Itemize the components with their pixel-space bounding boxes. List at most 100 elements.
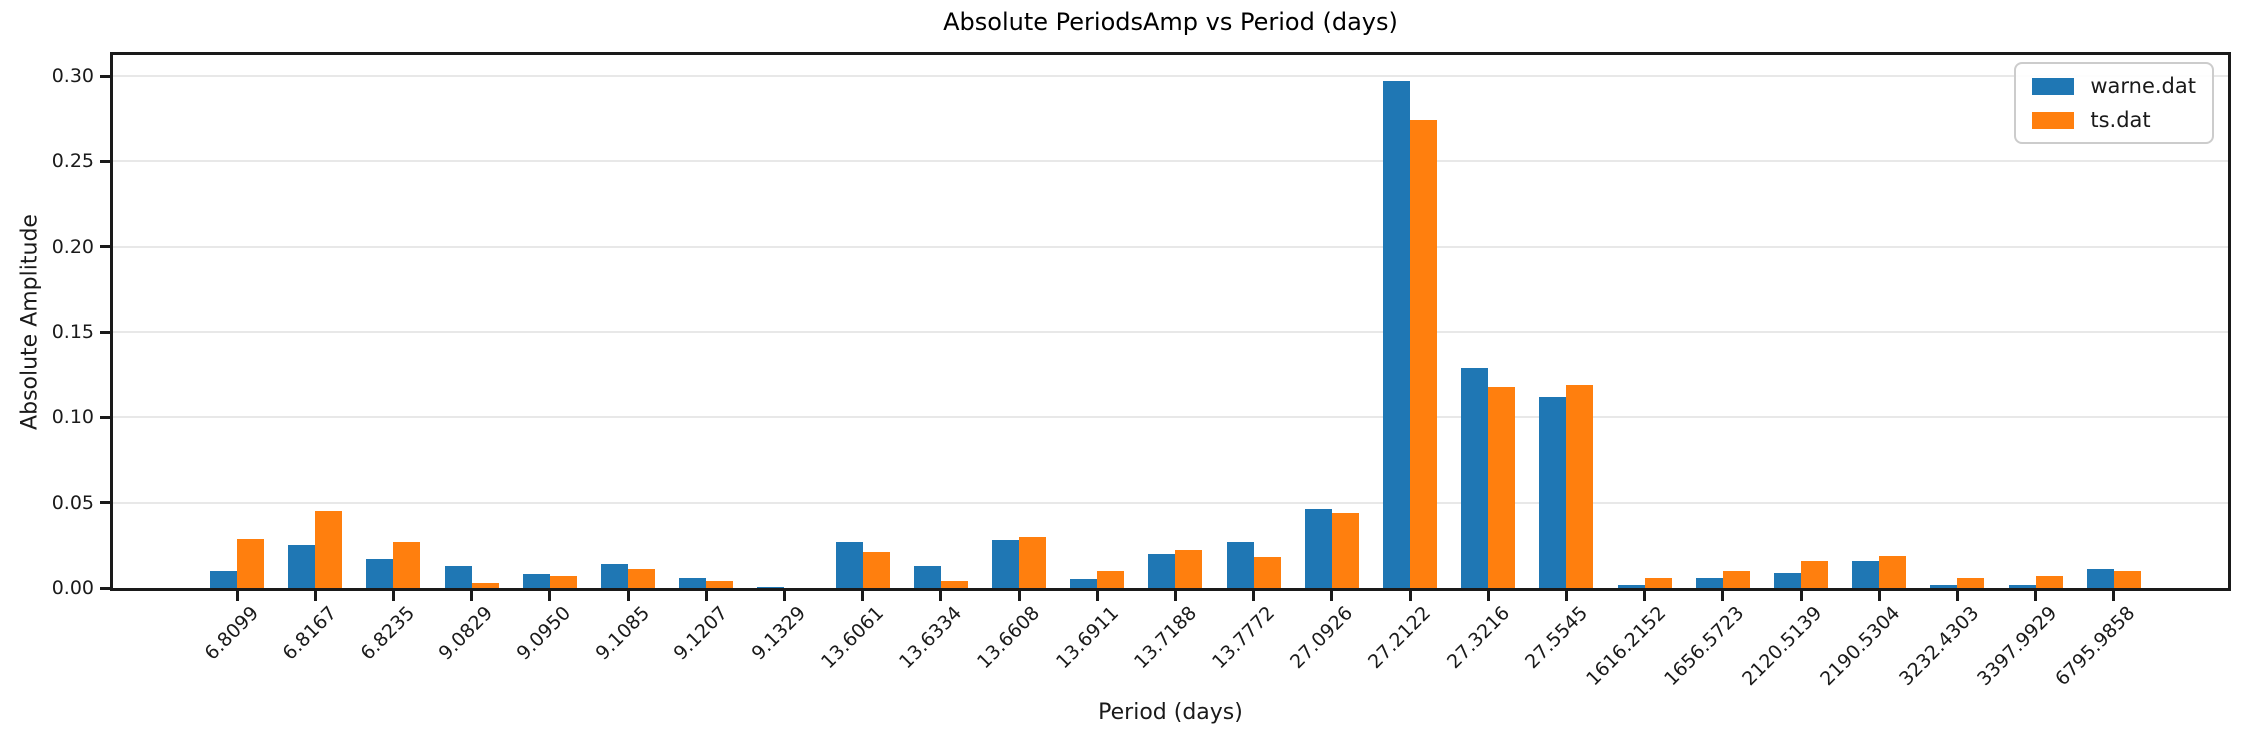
x-tick-label: 13.6061 <box>817 602 889 674</box>
bar <box>1617 585 1645 588</box>
grid-line <box>113 416 2228 419</box>
y-tick <box>100 74 110 78</box>
y-tick-label: 0.05 <box>51 491 94 514</box>
grid-line <box>113 160 2228 163</box>
bar <box>1930 585 1958 588</box>
x-tick <box>470 591 474 601</box>
x-tick-label: 9.1207 <box>669 602 732 665</box>
legend-label-ts: ts.dat <box>2090 108 2151 132</box>
bar <box>237 539 264 588</box>
y-tick-label: 0.10 <box>51 406 94 429</box>
legend-swatch-warne <box>2032 77 2075 95</box>
y-tick <box>100 330 110 334</box>
grid-line <box>113 245 2228 248</box>
x-axis-label: Period (days) <box>1098 700 1243 725</box>
bar <box>992 540 1019 588</box>
x-tick-label: 6.8099 <box>199 602 263 665</box>
bar <box>601 564 628 588</box>
x-tick-label: 13.7772 <box>1208 602 1280 674</box>
x-tick-label: 1656.5723 <box>1660 602 1749 691</box>
bar <box>757 587 785 588</box>
x-tick-label: 6.8167 <box>278 602 341 665</box>
bar <box>1722 571 1750 588</box>
legend-item-ts: ts.dat <box>2032 108 2196 132</box>
bar <box>1226 542 1254 588</box>
bar <box>1383 81 1410 588</box>
y-tick <box>100 586 110 590</box>
x-tick <box>626 591 630 601</box>
y-tick <box>100 415 110 419</box>
x-tick-label: 3232.4303 <box>1894 602 1983 691</box>
grid-line <box>113 331 2228 333</box>
y-tick-label: 0.25 <box>51 150 94 173</box>
y-tick-label: 0.20 <box>51 235 94 258</box>
x-tick <box>1721 591 1725 601</box>
x-tick <box>939 591 943 601</box>
x-tick-label: 9.0950 <box>512 602 576 665</box>
bar <box>1070 579 1098 588</box>
chart-title: Absolute PeriodsAmp vs Period (days) <box>943 8 1398 36</box>
x-tick <box>391 591 395 601</box>
bar <box>1304 509 1332 588</box>
legend-swatch-ts <box>2032 111 2075 129</box>
x-tick-label: 1616.2152 <box>1581 602 1671 691</box>
x-tick-label: 2120.5139 <box>1738 602 1827 691</box>
x-tick <box>1643 591 1647 601</box>
bar <box>1879 556 1907 588</box>
bar <box>366 559 394 588</box>
x-tick <box>1095 591 1099 601</box>
bar <box>2086 569 2114 588</box>
bar <box>1695 578 1723 588</box>
bar <box>444 566 472 588</box>
bar <box>1774 573 1801 588</box>
x-tick <box>1017 591 1021 601</box>
x-tick <box>548 591 552 601</box>
bar <box>706 581 734 588</box>
grid-line <box>113 501 2228 504</box>
bar <box>549 576 577 588</box>
bar <box>628 569 655 588</box>
y-tick <box>100 159 110 163</box>
x-tick <box>782 591 786 601</box>
bar <box>2113 571 2141 588</box>
x-tick-label: 2190.5304 <box>1816 602 1905 691</box>
x-tick-label: 13.6608 <box>973 602 1045 674</box>
bar <box>2035 576 2063 588</box>
bar <box>393 542 421 588</box>
x-tick <box>1564 591 1568 601</box>
y-tick-label: 0.15 <box>51 321 94 343</box>
bar <box>1410 120 1437 588</box>
x-tick <box>1330 591 1334 601</box>
x-tick-label: 27.0926 <box>1286 602 1358 674</box>
x-tick <box>313 591 317 601</box>
x-tick-label: 13.7188 <box>1129 602 1201 674</box>
x-tick <box>1252 591 1256 601</box>
x-tick <box>704 591 708 601</box>
x-tick-label: 3397.9929 <box>1972 602 2062 691</box>
bar <box>1097 571 1125 588</box>
bar <box>288 545 316 588</box>
legend-label-warne: warne.dat <box>2090 74 2196 98</box>
bar <box>1539 397 1567 588</box>
bar <box>1801 561 1828 588</box>
legend-item-warne: warne.dat <box>2032 74 2196 98</box>
x-tick-label: 6795.9858 <box>2051 602 2140 691</box>
bar <box>1019 537 1046 588</box>
bar <box>1852 561 1880 588</box>
x-tick-label: 13.6334 <box>895 602 967 674</box>
x-tick-label: 9.1085 <box>590 602 654 665</box>
x-tick <box>1408 591 1412 601</box>
bar <box>835 542 863 588</box>
bar <box>1253 557 1281 588</box>
y-tick <box>100 501 110 505</box>
bar <box>1488 387 1516 588</box>
legend: warne.dat ts.dat <box>2014 62 2214 144</box>
x-tick <box>861 591 865 601</box>
x-tick <box>1877 591 1881 601</box>
bar <box>315 511 343 588</box>
x-tick <box>1486 591 1490 601</box>
y-tick-label: 0.30 <box>51 65 94 87</box>
x-tick <box>235 591 239 601</box>
x-tick-label: 6.8235 <box>356 602 419 665</box>
